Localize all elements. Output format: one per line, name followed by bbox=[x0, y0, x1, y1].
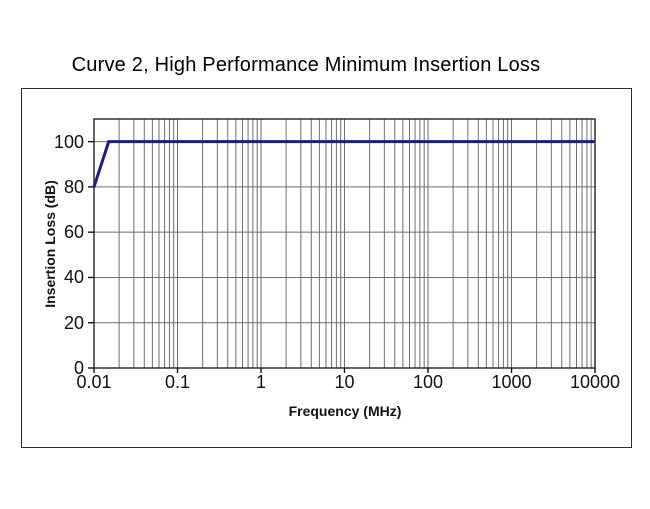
series-line bbox=[92, 140, 595, 188]
y-tick-label: 60 bbox=[63, 222, 84, 243]
x-axis-title: Frequency (MHz) bbox=[288, 403, 402, 419]
x-tick-label: 1000 bbox=[491, 372, 532, 392]
y-tick-label: 0 bbox=[73, 358, 84, 378]
y-tick-label: 40 bbox=[63, 267, 84, 288]
y-tick-label: 20 bbox=[63, 312, 84, 333]
x-tick-label: 100 bbox=[412, 372, 444, 392]
x-tick-label: 10 bbox=[334, 372, 355, 392]
y-axis-title: Insertion Loss (dB) bbox=[42, 180, 58, 308]
x-tick-label: 1 bbox=[255, 372, 266, 392]
chart-frame bbox=[21, 88, 632, 448]
chart-title: Curve 2, High Performance Minimum Insert… bbox=[71, 54, 541, 76]
y-tick-label: 100 bbox=[53, 131, 84, 152]
x-tick-label: 10000 bbox=[569, 372, 621, 392]
x-tick-label: 0.1 bbox=[164, 372, 191, 392]
y-tick-label: 80 bbox=[63, 176, 84, 197]
x-tick-label: 0.01 bbox=[76, 372, 112, 392]
